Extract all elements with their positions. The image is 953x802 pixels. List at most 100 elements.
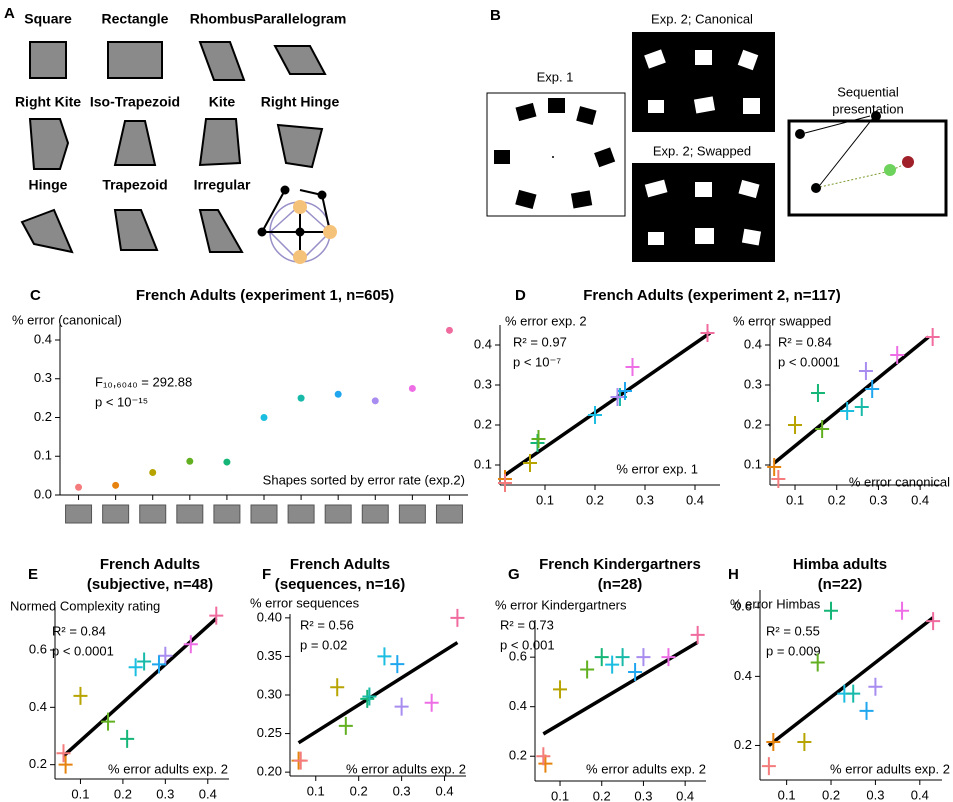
shape-thumbnail [361,504,389,524]
point-cross [700,324,715,342]
point-cross [158,646,173,665]
shape-thumbnail [102,504,130,524]
fit-line [542,640,699,736]
y-tick-label: 0.1 [34,448,52,463]
point-cross [865,380,880,398]
point-cross [840,402,855,420]
shape-name: Rectangle [102,11,169,27]
dot [112,481,120,489]
fit-line [62,617,218,758]
shape [273,45,327,75]
panel-letter: E [28,566,38,583]
y-axis-label: % error sequences [250,595,360,610]
annotation: R² = 0.55 [766,623,820,638]
y-tick-label: 0.2 [734,737,752,752]
x-axis-label: % error adults exp. 2 [108,761,228,776]
y-axis-label: % error exp. 2 [505,313,587,328]
y-tick-label: 0.4 [509,698,527,713]
annotation: p < 10⁻¹⁵ [95,394,148,409]
point-cross [553,680,568,699]
y-tick-label: 0.35 [257,648,282,663]
point-cross [101,712,116,731]
point-cross [73,686,88,705]
point-cross [377,647,392,666]
y-tick-label: 0.4 [744,336,762,351]
point-cross [362,687,377,706]
point-cross [360,689,375,708]
swapped-shapes [644,179,762,246]
y-axis-label: % error Kindergartners [495,597,627,612]
point-cross [925,328,940,346]
shape-name: Trapezoid [102,177,167,193]
point-cross [625,358,640,376]
point-cross [536,747,551,766]
x-tick-label: 0.3 [156,786,174,801]
point-cross [183,635,198,654]
sequential-frame [787,119,948,217]
shape [29,41,67,79]
fit-line [504,331,711,477]
shape-thumbnail [176,504,204,524]
x-tick-label: 0.1 [551,788,569,802]
point-cross [628,663,643,682]
shape-name: Right Kite [15,94,81,110]
point-cross [618,382,632,400]
point-cross [424,693,439,712]
shape-thumbnail [250,504,278,524]
chart-title: (n=22) [818,576,863,593]
y-tick-label: 0.0 [34,486,52,501]
chart-title: Himba adults [793,556,887,573]
y-tick-label: 0.40 [257,609,282,624]
shape-thumbnail [65,504,93,524]
shape-thumbnail [213,504,241,524]
y-tick-label: 0.3 [474,376,492,391]
x-tick-label: 0.1 [778,787,796,802]
point-cross [338,716,353,735]
shape-thumbnail [287,504,315,524]
x-tick-label: 0.3 [393,783,411,798]
point-cross [56,744,71,763]
x-tick-label: 0.2 [586,492,604,507]
shape-name: Square [24,11,72,27]
y-tick-label: 0.4 [29,699,47,714]
geometry-diagram [257,185,337,264]
shape-name: Hinge [29,177,68,193]
y-tick-label: 0.30 [257,686,282,701]
x-tick-label: 0.2 [593,788,611,802]
y-axis-label: % error Himbas [730,596,821,611]
y-axis-label: % error swapped [733,313,831,328]
x-tick-label: 0.4 [911,787,929,802]
exp1-label: Exp. 1 [537,69,574,84]
panel-letter: G [508,566,520,583]
point-cross [636,648,651,667]
y-tick-label: 0.4 [474,336,492,351]
dot [149,469,157,477]
x-axis-label: Shapes sorted by error rate (exp.2) [263,472,465,487]
point-cross [868,677,883,696]
panel-letter: A [4,5,15,22]
annotation: R² = 0.56 [300,617,354,632]
y-tick-label: 0.2 [34,409,52,424]
shape-thumbnail [139,504,167,524]
y-tick-label: 0.6 [29,641,47,656]
x-axis-label: % error exp. 1 [616,461,698,476]
exp1-shapes [494,98,616,210]
point-cross [58,755,73,774]
point-cross [859,701,874,720]
shape [113,120,157,166]
point-cross [605,655,620,674]
panel-letter: B [490,7,501,24]
exp2-swapped-label: Exp. 2; Swapped [653,143,751,158]
shape [113,209,159,251]
y-tick-label: 0.25 [257,725,282,740]
x-tick-label: 0.3 [634,788,652,802]
point-cross [661,648,676,667]
fit-line [297,641,459,745]
x-tick-label: 0.2 [114,786,132,801]
shape-name: Right Hinge [261,94,340,110]
chart-title: (n=28) [598,576,643,593]
y-tick-label: 0.3 [34,370,52,385]
y-tick-label: 0.6 [509,649,527,664]
x-tick-label: 0.1 [536,492,554,507]
point-cross [895,601,910,620]
